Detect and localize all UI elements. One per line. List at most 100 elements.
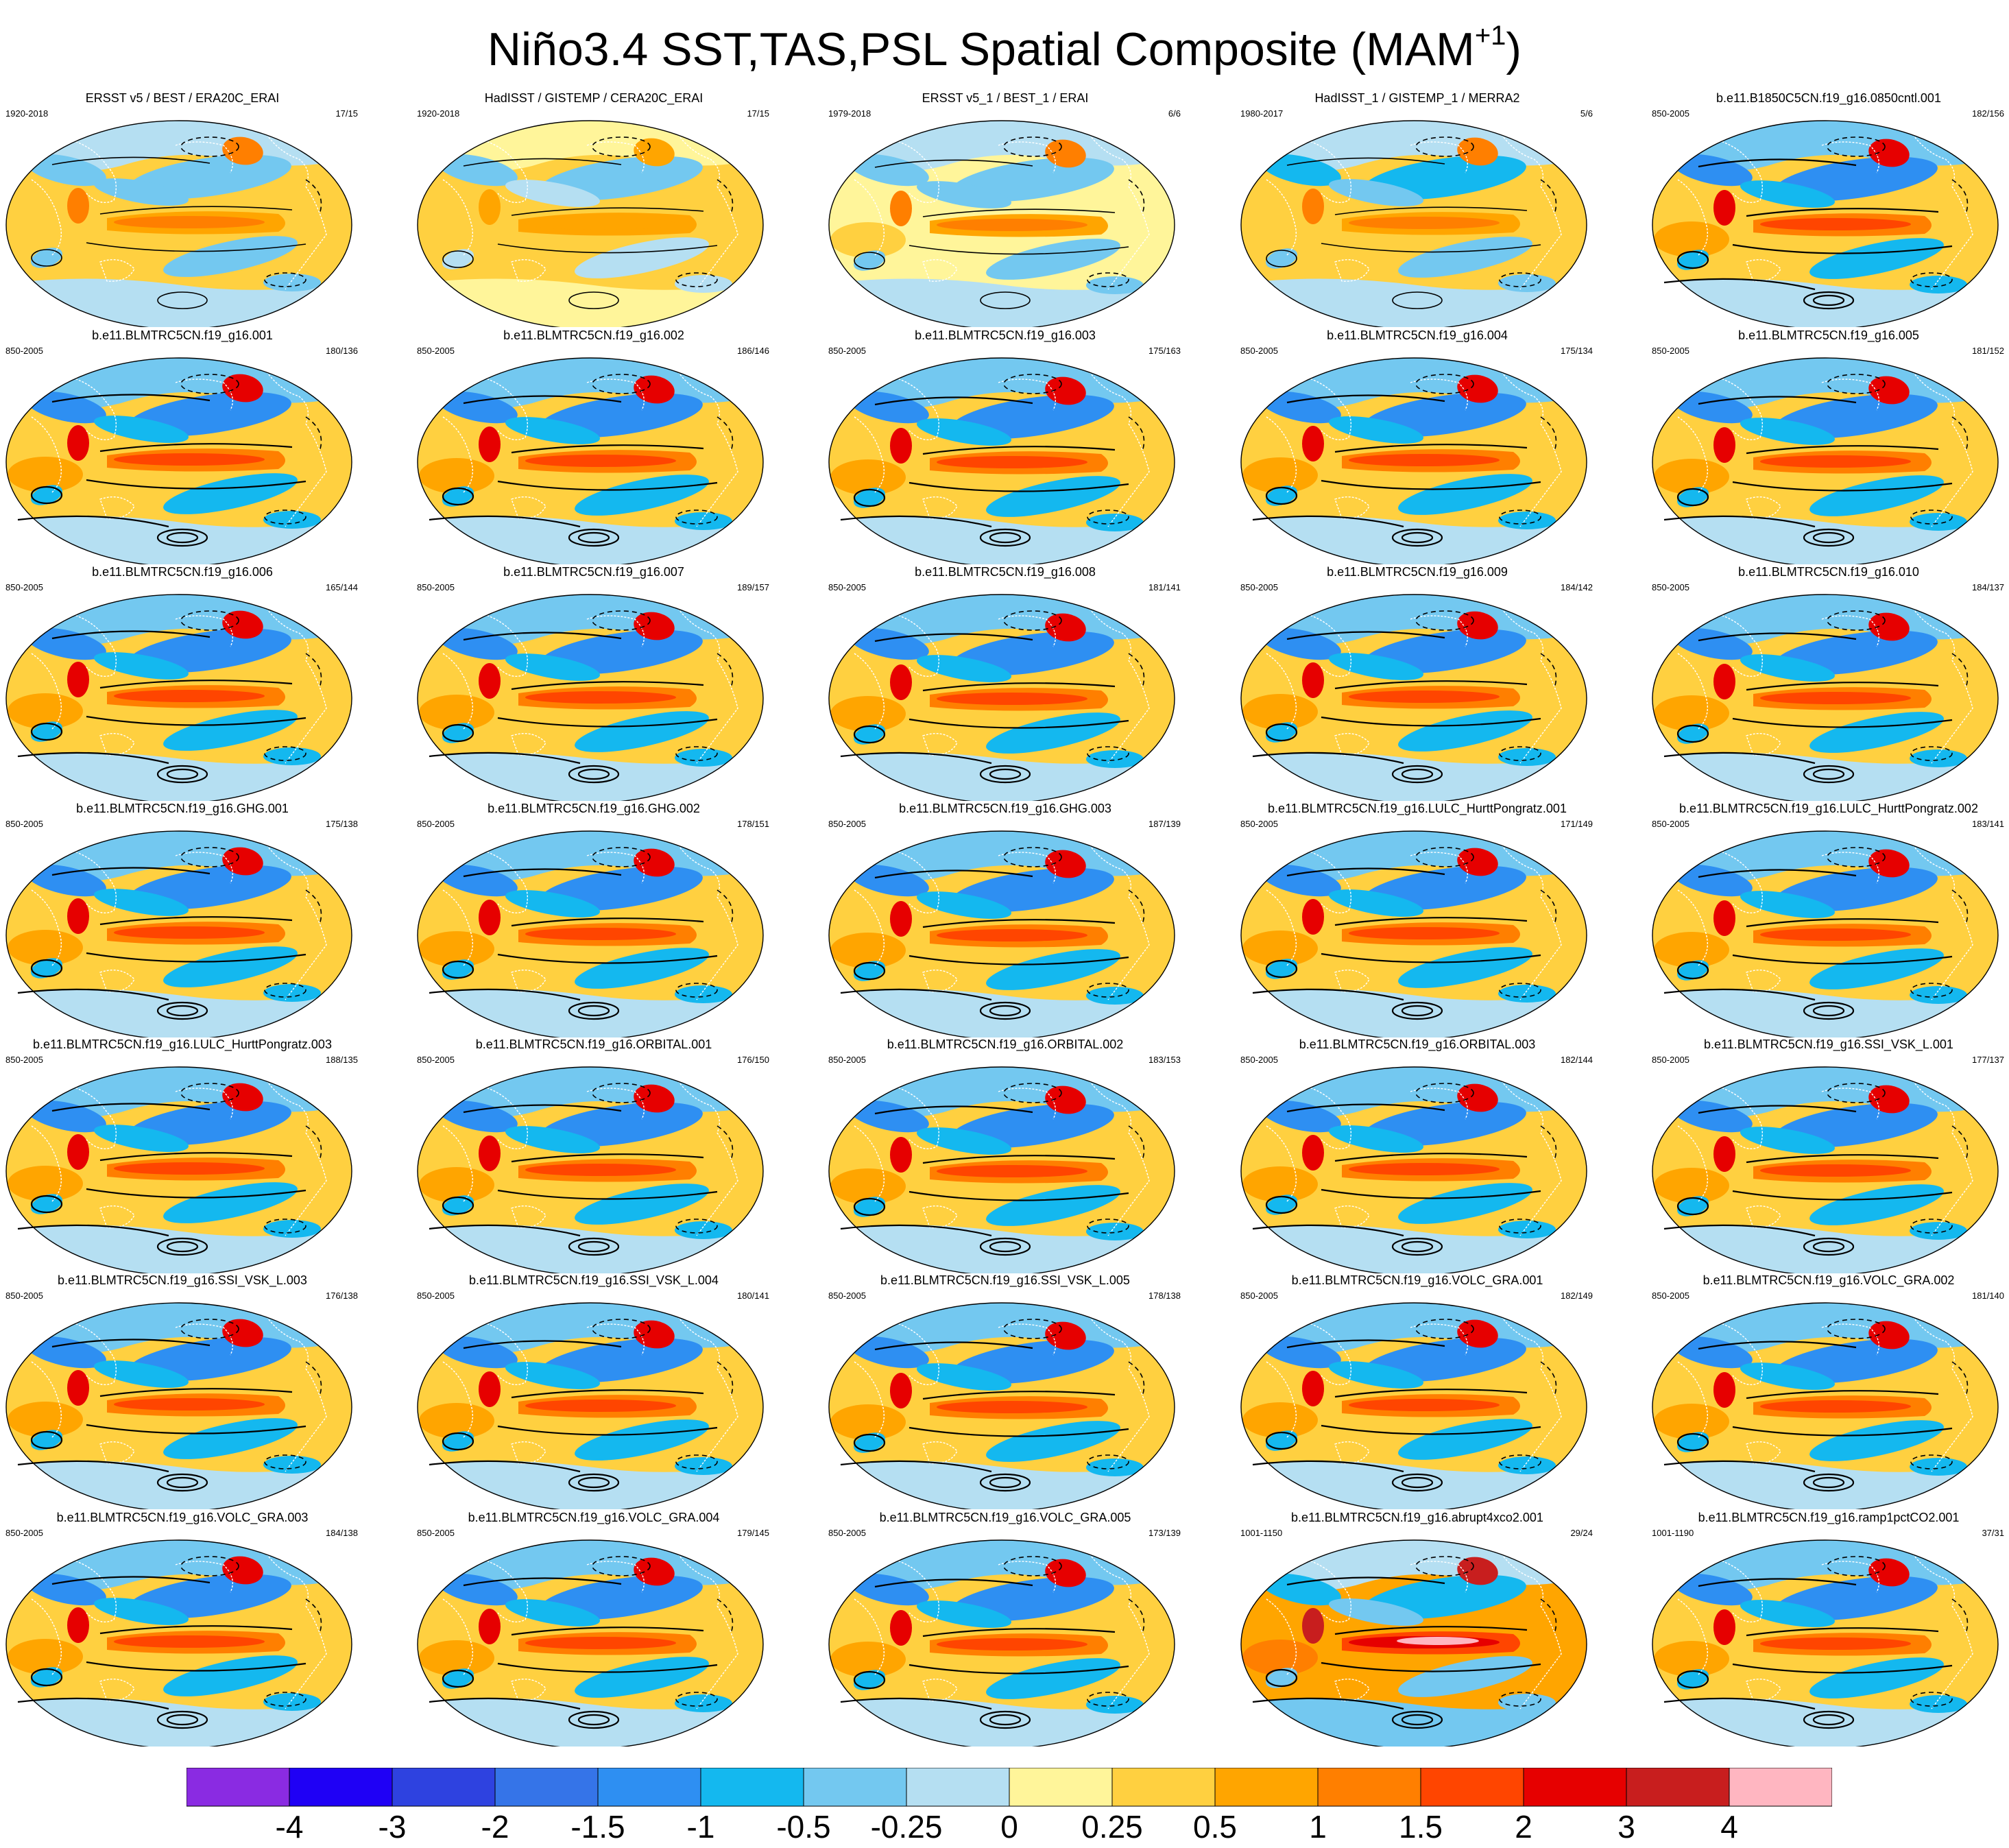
panel-event-count: 184/138: [326, 1528, 358, 1538]
map-outline: [828, 830, 1175, 1037]
west-pacific-anomaly: [505, 417, 600, 444]
psl-negative-contours: [180, 374, 322, 525]
panel-title: b.e11.BLMTRC5CN.f19_g16.009: [1327, 565, 1508, 579]
map-field: [1241, 1303, 1587, 1509]
map-outline: [417, 1066, 764, 1273]
west-pacific-anomaly: [505, 1126, 600, 1153]
psl-negative-contours: [1415, 610, 1557, 761]
panel-years: 850-2005: [5, 819, 43, 829]
panel-years: 850-2005: [1240, 346, 1278, 356]
maritime-warm-anomaly: [1302, 662, 1324, 698]
panel-title: b.e11.BLMTRC5CN.f19_g16.VOLC_GRA.003: [56, 1511, 309, 1524]
eurasia-anomaly: [1260, 154, 1341, 187]
colorbar-tick-label: 0.5: [1193, 1809, 1237, 1843]
psl-contours: [854, 159, 1129, 309]
panel-years: 1979-2018: [828, 108, 871, 119]
cold-cell-anomaly: [1266, 959, 1297, 979]
cold-cell-anomaly: [442, 1431, 474, 1452]
south-pacific-anomaly: [575, 1184, 709, 1225]
psl-contours: [17, 394, 306, 547]
colorbar-swatch: [1009, 1768, 1113, 1807]
cold-cell-anomaly: [854, 488, 885, 508]
map-field: [6, 595, 352, 801]
panel-event-count: 178/151: [737, 819, 769, 829]
west-pacific-anomaly: [1329, 889, 1423, 917]
psl-negative-contours: [180, 136, 322, 287]
psl-contours: [1663, 632, 1953, 784]
psl-contours: [1252, 1339, 1541, 1492]
map-field: [1652, 595, 1998, 801]
psl-negative-contours: [592, 1556, 734, 1707]
south-pacific-anomaly: [1398, 947, 1532, 988]
panel-years: 850-2005: [1652, 582, 1689, 592]
map-panel: b.e11.BLMTRC5CN.f19_g16.ORBITAL.001 850-2…: [416, 1037, 772, 1273]
psl-contours: [1252, 631, 1541, 784]
coastlines: [854, 131, 1150, 290]
map-svg: [5, 830, 352, 1037]
nino-core-anomaly: [525, 928, 676, 940]
southern-cold-anomaly: [1910, 749, 1967, 767]
map-outline: [5, 120, 352, 327]
cold-cell-anomaly: [1266, 1195, 1297, 1215]
south-pacific-anomaly: [163, 473, 298, 514]
nino-core-anomaly: [525, 1400, 676, 1412]
west-pacific-anomaly: [1740, 180, 1835, 208]
colorbar-tick-label: 3: [1617, 1809, 1635, 1843]
eurasia-anomaly: [1260, 1573, 1341, 1606]
south-pacific-anomaly: [575, 475, 709, 516]
map-svg: [1240, 830, 1587, 1037]
psl-contours: [840, 396, 1129, 547]
indian-ocean-anomaly: [1242, 457, 1318, 493]
warm-spot-anomaly: [1457, 374, 1498, 403]
maritime-warm-anomaly: [890, 1373, 912, 1408]
colorbar-tick-label: 0: [1000, 1809, 1018, 1843]
psl-contours: [1252, 1103, 1541, 1256]
map-outline: [1652, 357, 1999, 564]
map-panel: b.e11.BLMTRC5CN.f19_g16.SSI_VSK_L.003 850…: [4, 1273, 361, 1509]
south-pacific-anomaly: [1809, 712, 1944, 753]
map-panel: b.e11.BLMTRC5CN.f19_g16.004 850-2005 175/1…: [1239, 328, 1596, 564]
indian-ocean-anomaly: [1654, 1404, 1729, 1439]
maritime-warm-anomaly: [1302, 1371, 1324, 1406]
warm-spot-anomaly: [1457, 611, 1498, 640]
map-field: [829, 1303, 1175, 1509]
psl-negative-contours: [1003, 847, 1145, 998]
map-outline: [417, 1539, 764, 1747]
indian-ocean-anomaly: [830, 1404, 906, 1440]
indian-ocean-anomaly: [1242, 220, 1318, 256]
maritime-warm-anomaly: [1713, 664, 1735, 699]
map-outline: [5, 357, 352, 564]
warm-spot-anomaly: [222, 847, 263, 876]
west-pacific-anomaly: [1329, 416, 1423, 444]
southern-cold-anomaly: [263, 747, 321, 765]
southern-cold-anomaly: [1086, 1223, 1144, 1240]
nino-core-anomaly: [114, 690, 265, 702]
south-pacific-anomaly: [163, 1418, 298, 1459]
west-pacific-anomaly: [1740, 1127, 1835, 1154]
map-panel: b.e11.BLMTRC5CN.f19_g16.GHG.002 850-2005 1…: [416, 801, 772, 1037]
panel-title: b.e11.BLMTRC5CN.f19_g16.ORBITAL.003: [1299, 1037, 1536, 1051]
psl-contours: [429, 1340, 718, 1492]
indian-ocean-anomaly: [8, 1402, 83, 1437]
map-field: [418, 1303, 763, 1509]
map-field: [6, 358, 352, 564]
colorbar-tick-label: -3: [378, 1809, 407, 1843]
panel-event-count: 182/156: [1972, 108, 2004, 119]
west-pacific-anomaly: [94, 652, 189, 680]
south-pacific-anomaly: [1809, 1420, 1944, 1461]
panel-years: 850-2005: [1240, 582, 1278, 592]
panel-event-count: 175/134: [1561, 346, 1593, 356]
map-field: [6, 831, 352, 1037]
warm-spot-anomaly: [222, 136, 263, 165]
psl-contours: [442, 158, 718, 309]
panel-title: b.e11.BLMTRC5CN.f19_g16.006: [92, 565, 273, 579]
colorbar-swatch: [1317, 1768, 1421, 1807]
south-pacific-anomaly: [1809, 1657, 1944, 1699]
map-field: [1652, 121, 1998, 327]
psl-contours: [1663, 869, 1953, 1020]
indian-ocean-anomaly: [1654, 459, 1729, 494]
map-outline: [1240, 1302, 1587, 1509]
warm-spot-anomaly: [1457, 1319, 1498, 1348]
indian-ocean-anomaly: [1242, 931, 1318, 966]
southern-cold-anomaly: [263, 1220, 321, 1238]
